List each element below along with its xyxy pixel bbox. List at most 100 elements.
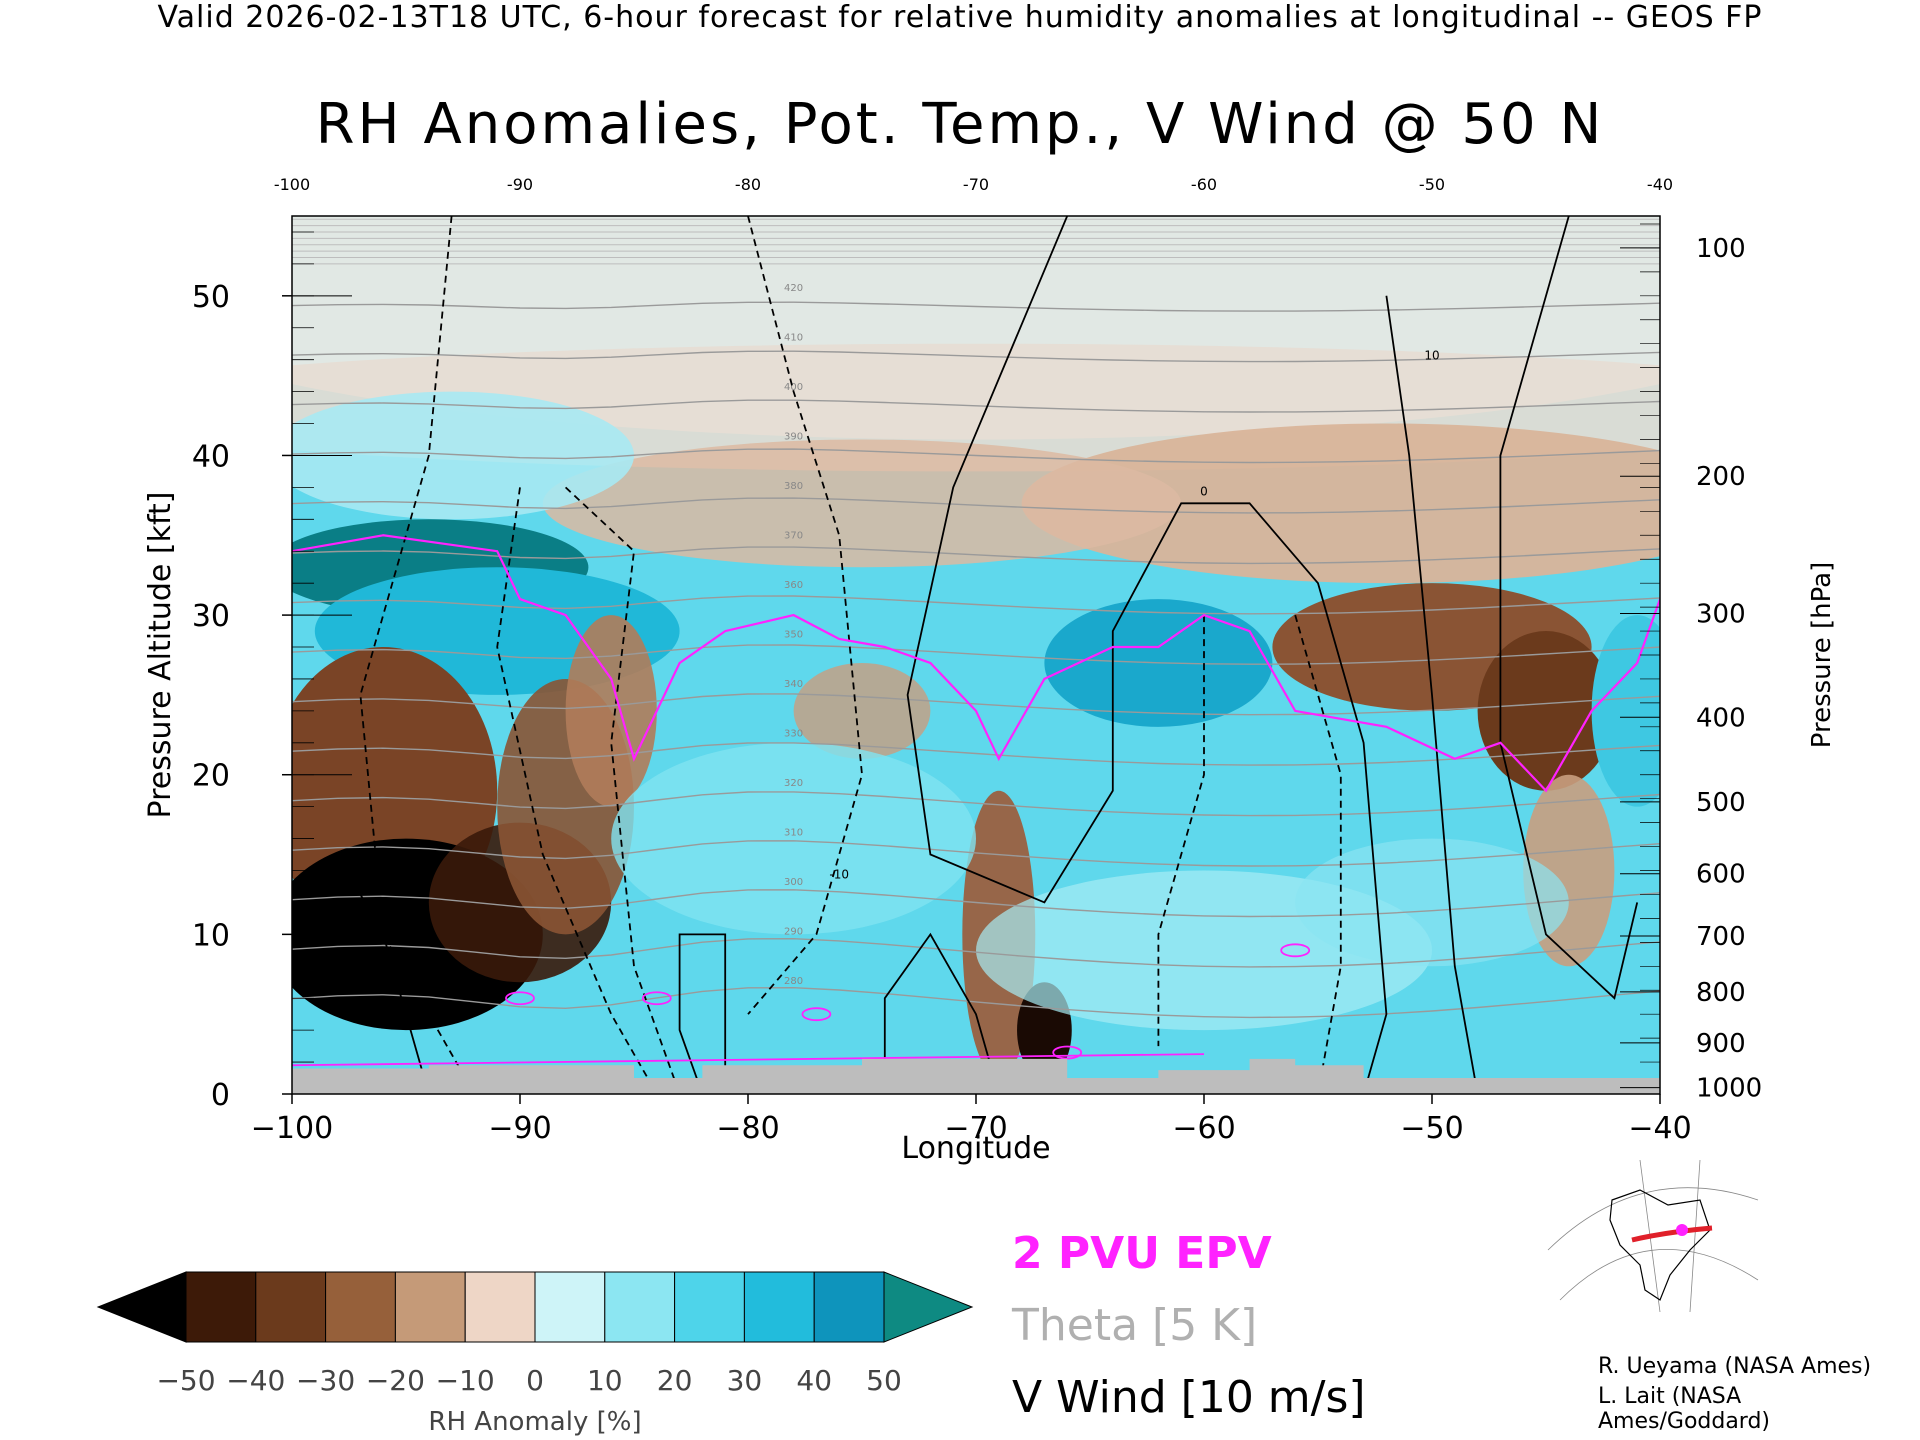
rh-patch <box>565 615 657 807</box>
v-wind-line <box>1157 615 1205 1047</box>
top-x-tick-label: -40 <box>1647 175 1673 194</box>
colorbar-tick-label: 0 <box>526 1364 544 1397</box>
y2-axis-label: Pressure [hPa] <box>1807 562 1837 749</box>
colorbar-bin <box>325 1271 396 1343</box>
v-wind-label: 10 <box>1424 349 1439 363</box>
p-tick-label: 1000 <box>1696 1074 1762 1104</box>
rh-patch <box>1591 615 1660 807</box>
x-tick-label: −100 <box>251 1111 333 1146</box>
theta-label: 320 <box>784 778 803 789</box>
legend-pv: 2 PVU EPV <box>1012 1228 1272 1279</box>
colorbar-bin <box>604 1271 676 1343</box>
p-tick-label: 800 <box>1696 978 1746 1008</box>
theta-line <box>292 791 1660 817</box>
p-tick-label: 600 <box>1696 860 1746 890</box>
top-x-tick-label: -80 <box>735 175 761 194</box>
x-tick-label: −80 <box>716 1111 779 1146</box>
theta-line <box>292 546 1660 565</box>
theta-label: 330 <box>784 729 803 740</box>
y-tick-label: 40 <box>192 439 230 474</box>
terrain-mask <box>292 1058 1660 1094</box>
x-axis-label: Longitude <box>901 1131 1050 1166</box>
y-tick-label: 10 <box>192 918 230 953</box>
theta-label: 290 <box>784 926 803 937</box>
v-wind-line <box>1385 295 1479 1094</box>
pv-loop <box>641 991 672 1006</box>
colorbar-bin <box>534 1271 606 1343</box>
v-wind-line <box>1294 614 1342 1094</box>
theta-label: 400 <box>784 382 803 393</box>
v-wind-line <box>336 854 430 1094</box>
p-tick-label: 500 <box>1696 788 1746 818</box>
y-tick-label: 50 <box>192 280 230 315</box>
map-graticule <box>1547 1159 1759 1313</box>
x-tick-label: −70 <box>944 1111 1007 1146</box>
x-tick-label: −40 <box>1628 1111 1691 1146</box>
colorbar-tick-label: 30 <box>727 1364 763 1397</box>
rh-patch <box>1295 838 1569 967</box>
v-wind-line <box>906 216 1388 1094</box>
x-tick-label: −90 <box>488 1111 551 1146</box>
axes: −100 −90 −80 −70 −60 −50 −40-100 -90 -80 -70 -60 -5… <box>143 175 1837 1166</box>
theta-label: 300 <box>784 877 803 888</box>
y-tick-label: 20 <box>192 759 230 794</box>
top-x-tick-label: -100 <box>274 175 310 194</box>
colorbar-tick-label: −20 <box>366 1364 425 1397</box>
forecast-header: Valid 2026-02-13T18 UTC, 6-hour forecast… <box>157 0 1763 35</box>
theta-label: 280 <box>784 976 803 987</box>
theta-label: 380 <box>784 481 803 492</box>
colorbar-tick-label: −50 <box>156 1364 215 1397</box>
x-tick-label: −50 <box>1400 1111 1463 1146</box>
theta-label: 390 <box>784 432 803 443</box>
pv-contour <box>292 534 1660 1067</box>
rh-patch <box>611 742 976 935</box>
colorbar-tick-label: 50 <box>866 1364 902 1397</box>
colorbar-tick-label: 10 <box>587 1364 623 1397</box>
v-wind-line <box>564 486 681 1094</box>
location-map-inset <box>1547 1159 1759 1313</box>
rh-patch <box>542 439 1182 568</box>
top-x-tick-label: -90 <box>507 175 533 194</box>
colorbar-bin <box>743 1271 815 1343</box>
colorbar-bin <box>255 1271 327 1343</box>
v-wind-label: 0 <box>1200 484 1208 498</box>
theta-line <box>292 986 1660 1019</box>
theta-line <box>292 644 1660 665</box>
theta-label: 310 <box>784 827 803 838</box>
theta-line <box>292 497 1660 514</box>
p-tick-label: 700 <box>1696 922 1746 952</box>
v-wind-line <box>678 933 727 1094</box>
theta-label: 420 <box>784 283 803 294</box>
rh-patch <box>793 662 931 759</box>
legend-vwind: V Wind [10 m/s] <box>1012 1372 1366 1423</box>
v-wind-line <box>747 216 863 1015</box>
theta-contours: 280 290 300 310 320 330 340 350 360 370 380 390 400 4… <box>292 218 1660 1019</box>
theta-label: 370 <box>784 531 803 542</box>
p-tick-label: 400 <box>1696 703 1746 733</box>
v-wind-contours: 0 10 -10 <box>336 216 1639 1094</box>
legend-theta: Theta [5 K] <box>1012 1300 1258 1351</box>
theta-line <box>292 350 1660 363</box>
colorbar-tick-label: 20 <box>657 1364 693 1397</box>
p-tick-label: 300 <box>1696 599 1746 629</box>
top-x-tick-label: -60 <box>1191 175 1217 194</box>
v-wind-line <box>1499 216 1639 1000</box>
colorbar-tick-label: −10 <box>436 1364 495 1397</box>
top-x-tick-label: -70 <box>963 175 989 194</box>
pv-line <box>292 1053 1205 1067</box>
y-tick-label: 0 <box>211 1078 230 1113</box>
pv-loop <box>505 991 535 1006</box>
p-tick-label: 200 <box>1696 462 1746 492</box>
v-wind-label: -10 <box>829 867 849 881</box>
colorbar-bin <box>464 1271 536 1343</box>
terrain <box>292 1058 1660 1094</box>
y-axis-label: Pressure Altitude [kft] <box>143 492 178 819</box>
theta-line <box>292 301 1660 312</box>
v-wind-line <box>883 932 1000 1094</box>
colorbar-tick-label: −40 <box>226 1364 285 1397</box>
theta-line <box>292 399 1660 413</box>
colorbar-bin <box>394 1271 466 1343</box>
theta-line <box>292 840 1660 867</box>
theta-line <box>292 742 1660 766</box>
p-tick-label: 100 <box>1696 234 1746 264</box>
